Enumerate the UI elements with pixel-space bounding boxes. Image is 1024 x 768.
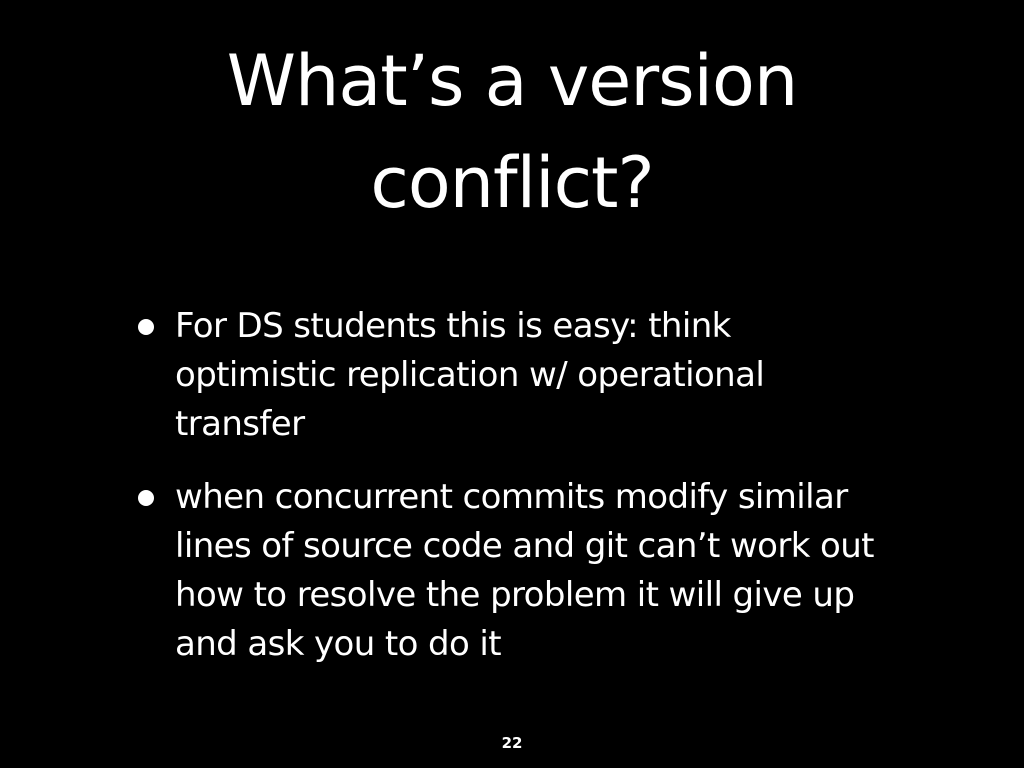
slide-title-line: What’s a version (226, 40, 798, 122)
bullet-text-line: and ask you to do it (175, 624, 502, 664)
bullet-item: For DS students this is easy: think opti… (133, 302, 933, 449)
bullet-text-line: how to resolve the problem it will give … (175, 575, 855, 615)
bullet-item: when concurrent commits modify similar l… (133, 473, 933, 669)
bullet-text-line: when concurrent commits modify similar (175, 477, 848, 517)
bullet-dot-icon (138, 490, 154, 506)
slide-title: What’s a version conflict? (0, 30, 1024, 234)
bullet-dot-icon (138, 319, 154, 335)
bullet-text-line: optimistic replication w/ operational (175, 355, 765, 395)
slide-title-line: conflict? (370, 142, 654, 224)
bullet-list: For DS students this is easy: think opti… (133, 302, 933, 693)
bullet-text-line: transfer (175, 404, 305, 444)
page-number: 22 (501, 734, 523, 752)
bullet-text-line: lines of source code and git can’t work … (175, 526, 875, 566)
bullet-text-line: For DS students this is easy: think (175, 306, 731, 346)
